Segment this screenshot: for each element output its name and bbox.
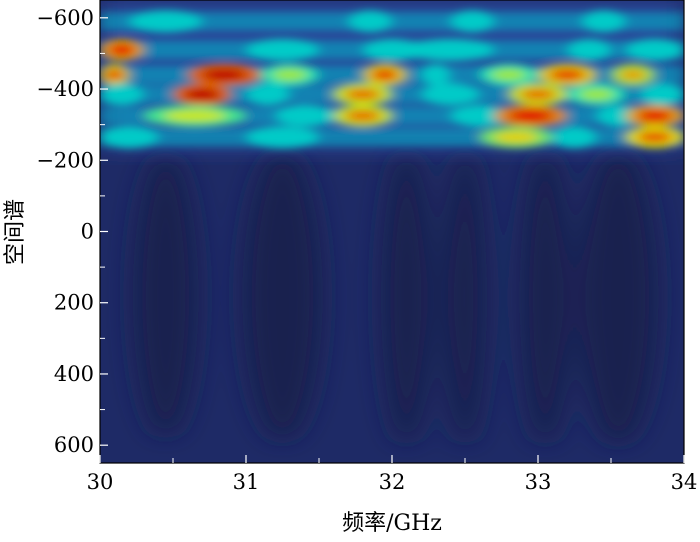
band-2-peak-1 <box>202 68 247 81</box>
band-0-segment-0 <box>129 10 203 33</box>
y-tick-label-4: 200 <box>54 291 94 315</box>
band-5-segment-3 <box>552 126 597 149</box>
band-3-segment-0 <box>100 83 144 106</box>
dark-lobe-3 <box>443 149 487 446</box>
y-tick-label-0: −600 <box>36 6 94 30</box>
band-0-segment-2 <box>450 10 495 33</box>
band-1-segment-4 <box>567 38 611 61</box>
band-3-segment-4 <box>421 83 480 106</box>
band-3-peak-1 <box>184 88 220 101</box>
band-2-peak-5 <box>491 68 527 81</box>
band-2-peak-3 <box>371 68 398 81</box>
band-3-peak-3 <box>345 88 381 101</box>
x-tick-label-1: 31 <box>233 470 260 494</box>
band-0-segment-1 <box>348 10 392 33</box>
band-1-segment-5 <box>625 38 684 61</box>
y-tick-label-5: 400 <box>54 362 94 386</box>
y-tick-label-1: −400 <box>36 77 94 101</box>
band-4-peak-2 <box>345 109 381 122</box>
spectrum-bands-layer <box>100 10 684 149</box>
y-tick-label-2: −200 <box>36 148 94 172</box>
band-0-segment-3 <box>581 10 626 33</box>
band-4-segment-1 <box>275 104 334 127</box>
x-tick-label-4: 34 <box>671 470 698 494</box>
band-3-segment-7 <box>640 83 684 106</box>
band-3-peak-5 <box>520 88 556 101</box>
band-2-peak-2 <box>272 68 308 81</box>
band-4-segment-3 <box>450 104 509 127</box>
y-axis-title: 空间谱 <box>3 199 28 265</box>
y-tick-label-3: 0 <box>81 220 94 244</box>
x-tick-label-0: 30 <box>87 470 114 494</box>
band-5-peak-2 <box>494 131 538 144</box>
band-1-peak-0 <box>108 43 136 56</box>
band-5-segment-1 <box>246 126 319 149</box>
dark-lobe-0 <box>132 153 199 439</box>
y-tick-label-6: 600 <box>54 433 94 457</box>
dark-lobe-5 <box>578 149 659 446</box>
band-5-segment-0 <box>100 126 159 149</box>
x-axis: 30 31 32 33 34 <box>87 455 698 494</box>
dark-lobe-1 <box>242 149 323 442</box>
band-4-peak-4 <box>508 109 553 122</box>
band-2-peak-6 <box>549 68 585 81</box>
band-4-peak-6 <box>637 109 673 122</box>
dark-lobe-2 <box>381 149 433 446</box>
band-3-segment-2 <box>246 83 290 106</box>
band-2-peak-0 <box>105 68 124 81</box>
band-1-segment-1 <box>246 38 319 61</box>
x-tick-label-2: 32 <box>379 470 406 494</box>
band-2-segment-4 <box>421 63 451 86</box>
dark-lobe-4 <box>519 149 571 446</box>
plot-area <box>100 0 684 463</box>
band-1-segment-2 <box>362 38 422 61</box>
y-axis: −600 −400 −200 0 200 400 600 <box>36 6 108 457</box>
band-base-5 <box>100 128 684 147</box>
dark-lobes-layer <box>132 149 659 446</box>
band-4-peak-0 <box>164 109 226 122</box>
x-tick-label-3: 33 <box>525 470 552 494</box>
band-3-peak-6 <box>578 88 614 101</box>
x-axis-title: 频率/GHz <box>342 511 442 536</box>
band-5-peak-4 <box>637 131 673 144</box>
band-4-segment-5 <box>596 104 641 127</box>
band-1-segment-3 <box>406 38 495 61</box>
band-2-peak-7 <box>619 68 647 81</box>
